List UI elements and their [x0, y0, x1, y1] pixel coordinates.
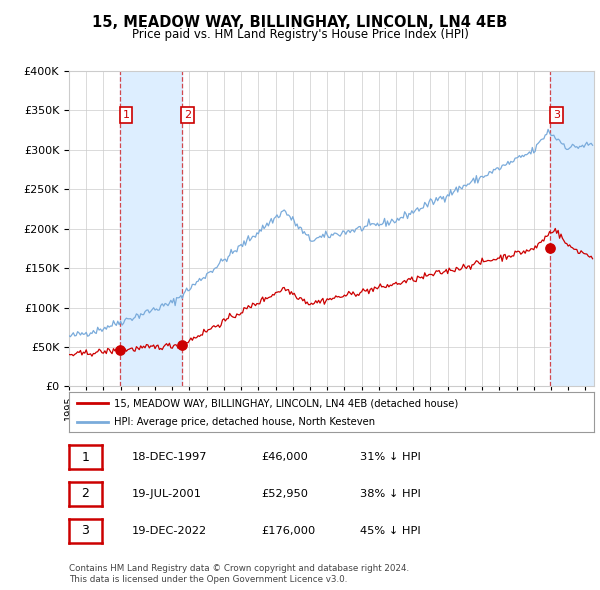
Text: 3: 3 [82, 525, 89, 537]
Text: 19-DEC-2022: 19-DEC-2022 [132, 526, 207, 536]
Point [177, 340, 187, 349]
Point [545, 243, 555, 253]
Text: HPI: Average price, detached house, North Kesteven: HPI: Average price, detached house, Nort… [113, 417, 375, 427]
Text: 15, MEADOW WAY, BILLINGHAY, LINCOLN, LN4 4EB (detached house): 15, MEADOW WAY, BILLINGHAY, LINCOLN, LN4… [113, 398, 458, 408]
Text: 1: 1 [82, 451, 89, 464]
Text: 2: 2 [82, 487, 89, 500]
Text: Price paid vs. HM Land Registry's House Price Index (HPI): Price paid vs. HM Land Registry's House … [131, 28, 469, 41]
Text: 38% ↓ HPI: 38% ↓ HPI [360, 489, 421, 499]
Text: 19-JUL-2001: 19-JUL-2001 [132, 489, 202, 499]
Text: 15, MEADOW WAY, BILLINGHAY, LINCOLN, LN4 4EB: 15, MEADOW WAY, BILLINGHAY, LINCOLN, LN4… [92, 15, 508, 30]
Text: £46,000: £46,000 [261, 453, 308, 462]
Text: This data is licensed under the Open Government Licence v3.0.: This data is licensed under the Open Gov… [69, 575, 347, 584]
Text: 1: 1 [122, 110, 130, 120]
Text: Contains HM Land Registry data © Crown copyright and database right 2024.: Contains HM Land Registry data © Crown c… [69, 565, 409, 573]
Text: 45% ↓ HPI: 45% ↓ HPI [360, 526, 421, 536]
Text: 2: 2 [184, 110, 191, 120]
Point [115, 345, 125, 355]
Text: £176,000: £176,000 [261, 526, 315, 536]
Text: 18-DEC-1997: 18-DEC-1997 [132, 453, 208, 462]
Bar [120, 71, 182, 386]
Bar [550, 71, 594, 386]
Text: 31% ↓ HPI: 31% ↓ HPI [360, 453, 421, 462]
Text: £52,950: £52,950 [261, 489, 308, 499]
Text: 3: 3 [553, 110, 560, 120]
